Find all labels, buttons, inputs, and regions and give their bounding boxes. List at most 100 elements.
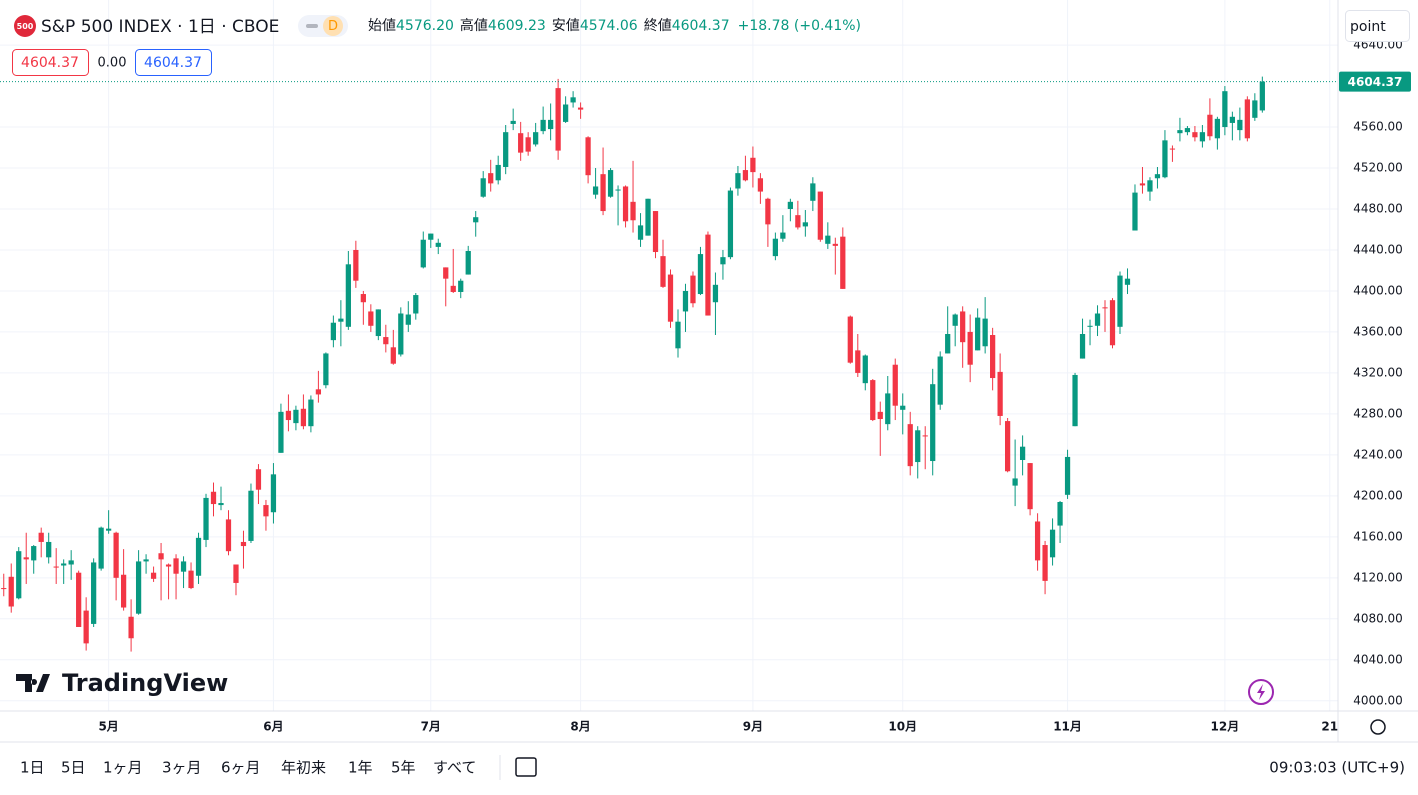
candle-body: [240, 541, 247, 547]
candle-body: [832, 243, 838, 246]
clock: 09:03:03 (UTC+9): [1269, 759, 1405, 777]
sell-price[interactable]: 4604.37: [21, 55, 79, 71]
x-tick-label: 10月: [888, 720, 917, 734]
sell-box[interactable]: [12, 49, 89, 76]
candle-body: [1222, 91, 1228, 128]
candle-body: [428, 233, 434, 240]
candle-body: [780, 232, 786, 239]
x-tick-label: 8月: [570, 720, 590, 734]
range-button[interactable]: 1日: [20, 759, 45, 777]
candle-body: [592, 186, 599, 195]
candle-body: [982, 318, 988, 347]
unit-button-label[interactable]: point: [1350, 19, 1386, 35]
candle-body: [825, 235, 831, 244]
candle-body: [1244, 99, 1250, 139]
range-button[interactable]: 1年: [348, 759, 373, 777]
candle-body: [960, 311, 966, 343]
candle-body: [622, 186, 629, 222]
range-button[interactable]: 3ヶ月: [162, 759, 202, 777]
candle-body: [990, 335, 996, 379]
y-tick-label: 4200.00: [1353, 488, 1403, 502]
y-tick-label: 4560.00: [1353, 120, 1403, 134]
candle-body: [23, 557, 29, 560]
close-label: 終値: [644, 18, 672, 34]
candle-body: [907, 424, 913, 467]
candle-body: [1132, 192, 1138, 231]
candle-body: [1087, 325, 1093, 327]
candle-body: [817, 191, 823, 240]
candle-body: [135, 561, 142, 614]
candle-body: [607, 170, 614, 197]
badge-circle: [323, 16, 343, 36]
candle-body: [1192, 132, 1198, 138]
range-button[interactable]: 1ヶ月: [103, 759, 143, 777]
candle-body: [345, 264, 351, 327]
range-button[interactable]: 年初来: [281, 759, 326, 777]
candle-body: [465, 251, 471, 275]
candle-body: [1252, 100, 1258, 118]
candle-body: [1147, 180, 1153, 192]
y-tick-label: 4040.00: [1353, 652, 1403, 666]
candle-body: [742, 170, 749, 181]
candle-body: [38, 532, 44, 542]
candle-body: [330, 322, 336, 341]
candle-body: [930, 384, 936, 462]
candle-body: [892, 364, 898, 406]
candle-body: [1072, 374, 1078, 427]
candle-body: [877, 411, 883, 420]
candle-body: [270, 474, 277, 513]
x-tick-label: 12月: [1211, 720, 1240, 734]
open-value: 4576.20: [396, 18, 454, 34]
candle-body: [840, 236, 846, 289]
candle-body: [1064, 456, 1071, 495]
candle-body: [922, 435, 928, 437]
candle-body: [900, 405, 906, 410]
candle-body: [98, 527, 104, 569]
tv-logo-icon: [16, 674, 50, 692]
x-tick-label: 11月: [1053, 720, 1082, 734]
range-button[interactable]: 6ヶ月: [221, 759, 261, 777]
candle-body: [510, 120, 516, 124]
candle-body: [810, 183, 816, 201]
x-tick-label: 7月: [421, 720, 441, 734]
candle-body: [548, 119, 554, 130]
candle-body: [480, 178, 486, 197]
buy-box[interactable]: [135, 49, 212, 76]
candle-body: [248, 490, 254, 541]
candle-body: [1012, 478, 1018, 486]
y-tick-label: 4160.00: [1353, 529, 1403, 543]
range-button[interactable]: 5年: [391, 759, 416, 777]
candle-body: [188, 570, 194, 589]
candle-body: [293, 409, 299, 424]
candle-body: [398, 313, 404, 355]
candle-body: [173, 558, 179, 574]
candle-body: [106, 528, 112, 531]
candle-body: [113, 532, 119, 578]
range-button[interactable]: すべて: [433, 759, 476, 777]
candle-body: [967, 331, 973, 365]
buy-price[interactable]: 4604.37: [144, 55, 202, 71]
y-tick-label: 4440.00: [1353, 242, 1403, 256]
candle-body: [413, 295, 419, 314]
status-dot: [306, 24, 318, 28]
unit-button[interactable]: [1345, 10, 1410, 42]
candle-body: [705, 234, 711, 316]
candle-body: [443, 267, 449, 279]
close-value: 4604.37: [672, 18, 730, 34]
ohlc-legend: 始値4576.20 高値4609.23 安値4574.06 終値4604.37 +18.…: [368, 17, 861, 34]
settings-icon[interactable]: [1370, 719, 1386, 735]
candle-body: [765, 198, 771, 225]
candle-body: [255, 469, 262, 490]
range-button[interactable]: 5日: [61, 759, 86, 777]
candle-body: [945, 333, 951, 354]
symbol-title: S&P 500 INDEX · 1日 · CBOE: [41, 17, 279, 37]
candle-body: [1259, 81, 1265, 111]
candle-body: [1177, 130, 1183, 134]
y-tick-label: 4360.00: [1353, 324, 1403, 338]
date-range-icon[interactable]: [515, 757, 537, 777]
candle-body: [180, 561, 187, 572]
candle-body: [1117, 275, 1123, 327]
candle-body: [585, 137, 591, 176]
last-price-tag: [1339, 71, 1411, 92]
candle-body: [225, 519, 232, 552]
